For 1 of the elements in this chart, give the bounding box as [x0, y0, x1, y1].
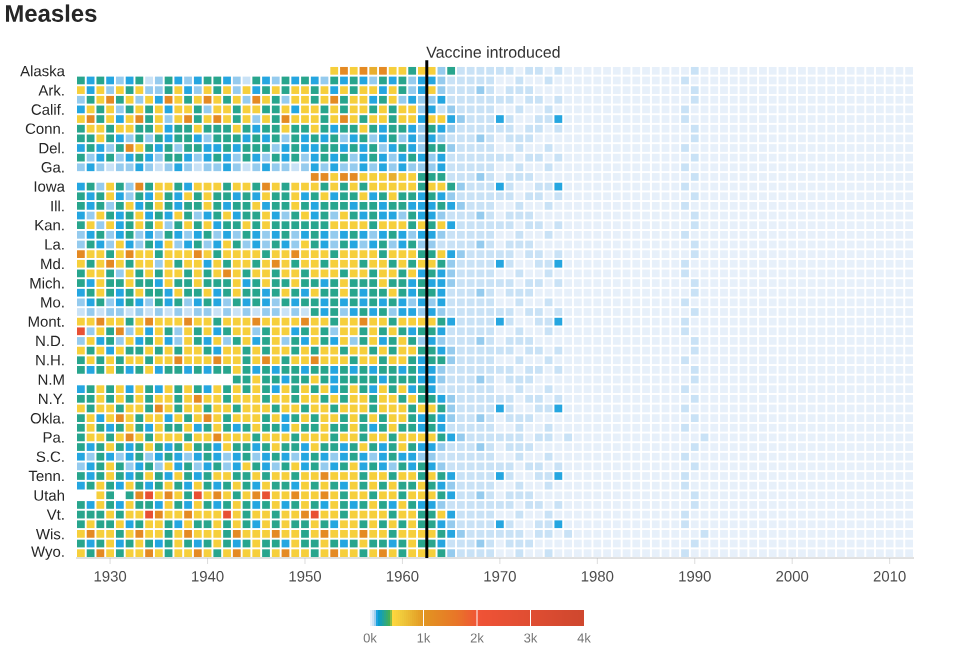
chart-title: Measles	[5, 4, 97, 22]
